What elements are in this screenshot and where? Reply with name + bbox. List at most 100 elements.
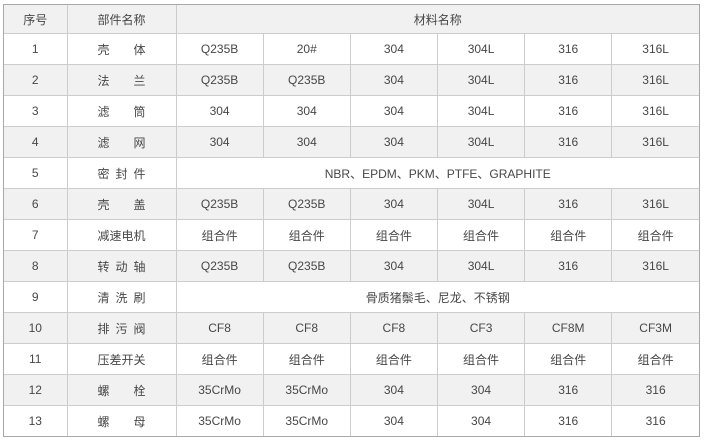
row-number-cell: 13 <box>4 405 68 436</box>
material-cell: 组合件 <box>524 219 613 251</box>
material-span-cell: NBR、EPDM、PKM、PTFE、GRAPHITE <box>175 157 699 189</box>
material-cell: 组合件 <box>349 219 438 251</box>
part-name-cell: 压差开关 <box>66 343 177 375</box>
material-cell: 组合件 <box>262 219 351 251</box>
material-cell: 316L <box>611 250 699 282</box>
part-name-cell: 法兰 <box>66 64 177 96</box>
part-name-cell: 螺母 <box>66 405 177 436</box>
row-number-cell: 9 <box>4 281 68 313</box>
material-cell: 304L <box>436 64 526 96</box>
material-cell: 组合件 <box>436 219 526 251</box>
table-body: 1 壳体 Q235B 20# 304 304L 316 316L 2 法兰 Q235B Q235B 30… <box>4 33 699 436</box>
part-name-text: 压差开关 <box>97 352 146 367</box>
material-cell: CF8M <box>524 312 613 344</box>
material-cell: 316L <box>611 95 699 127</box>
material-cell: 35CrMo <box>175 405 264 436</box>
row-number-cell: 3 <box>4 95 68 127</box>
material-cell: 316L <box>611 33 699 65</box>
material-cell: 304 <box>262 126 351 158</box>
part-name-text: 排污阀 <box>97 321 146 336</box>
material-cell: 316 <box>611 405 699 436</box>
table-row: 8 转动轴 Q235B Q235B 304 304L 316 316L <box>4 250 699 282</box>
material-cell: 316 <box>524 126 613 158</box>
table-row: 6 壳盖 Q235B Q235B 304 304L 316 316L <box>4 188 699 220</box>
row-number-cell: 4 <box>4 126 68 158</box>
material-cell: 304L <box>436 188 526 220</box>
part-name-cell: 转动轴 <box>66 250 177 282</box>
part-name-cell: 螺栓 <box>66 374 177 406</box>
material-cell: CF3M <box>611 312 699 344</box>
material-cell: 20# <box>262 33 351 65</box>
material-cell: 组合件 <box>175 343 264 375</box>
part-name-text: 螺栓 <box>97 383 146 398</box>
material-cell: 316 <box>524 95 613 127</box>
material-cell: 304L <box>436 95 526 127</box>
row-number-cell: 10 <box>4 312 68 344</box>
row-number-cell: 8 <box>4 250 68 282</box>
materials-table: 序号 部件名称 材料名称 1 壳体 Q235B 20# 304 304L 316 316L 2 法… <box>4 5 699 436</box>
row-number-cell: 5 <box>4 157 68 189</box>
material-cell: 316L <box>611 64 699 96</box>
row-number-cell: 12 <box>4 374 68 406</box>
row-number-cell: 2 <box>4 64 68 96</box>
material-cell: 304 <box>175 95 264 127</box>
material-cell: 316 <box>524 250 613 282</box>
material-cell: 组合件 <box>175 219 264 251</box>
part-name-cell: 清洗刷 <box>66 281 177 313</box>
part-name-cell: 排污阀 <box>66 312 177 344</box>
table-row: 11 压差开关 组合件 组合件 组合件 组合件 组合件 组合件 <box>4 343 699 375</box>
material-cell: CF8 <box>262 312 351 344</box>
part-name-text: 滤网 <box>97 135 146 150</box>
material-cell: Q235B <box>175 64 264 96</box>
table-row: 5 密封件 NBR、EPDM、PKM、PTFE、GRAPHITE <box>4 157 699 189</box>
material-cell: CF8 <box>349 312 438 344</box>
table-row: 12 螺栓 35CrMo 35CrMo 304 304 316 316 <box>4 374 699 406</box>
row-number-cell: 11 <box>4 343 68 375</box>
header-serial-number: 序号 <box>4 5 68 34</box>
material-cell: CF8 <box>175 312 264 344</box>
material-cell: 35CrMo <box>262 374 351 406</box>
part-name-cell: 壳盖 <box>66 188 177 220</box>
part-name-text: 壳体 <box>97 42 146 57</box>
part-name-cell: 滤网 <box>66 126 177 158</box>
header-material-name: 材料名称 <box>175 5 699 34</box>
part-name-text: 转动轴 <box>97 259 146 274</box>
row-number-cell: 7 <box>4 219 68 251</box>
material-cell: 316 <box>611 374 699 406</box>
part-name-text: 减速电机 <box>97 228 146 243</box>
material-cell: 304 <box>349 405 438 436</box>
table-row: 2 法兰 Q235B Q235B 304 304L 316 316L <box>4 64 699 96</box>
part-name-text: 密封件 <box>97 166 146 181</box>
material-cell: Q235B <box>262 250 351 282</box>
material-cell: 316 <box>524 64 613 96</box>
material-cell: 304 <box>349 374 438 406</box>
part-name-cell: 密封件 <box>66 157 177 189</box>
material-cell: Q235B <box>175 188 264 220</box>
row-number-cell: 6 <box>4 188 68 220</box>
table-row: 10 排污阀 CF8 CF8 CF8 CF3 CF8M CF3M <box>4 312 699 344</box>
table-row: 13 螺母 35CrMo 35CrMo 304 304 316 316 <box>4 405 699 436</box>
material-cell: 304L <box>436 250 526 282</box>
material-cell: 304 <box>436 374 526 406</box>
material-cell: 组合件 <box>436 343 526 375</box>
material-cell: 316 <box>524 33 613 65</box>
table-row: 3 滤筒 304 304 304 304L 316 316L <box>4 95 699 127</box>
material-cell: 304 <box>175 126 264 158</box>
material-cell: 组合件 <box>611 343 699 375</box>
material-cell: 304 <box>349 126 438 158</box>
material-cell: 316 <box>524 374 613 406</box>
material-cell: 304 <box>349 64 438 96</box>
table-row: 7 减速电机 组合件 组合件 组合件 组合件 组合件 组合件 <box>4 219 699 251</box>
table-row: 9 清洗刷 骨质猪鬃毛、尼龙、不锈钢 <box>4 281 699 313</box>
material-cell: 组合件 <box>262 343 351 375</box>
material-cell: 316 <box>524 405 613 436</box>
material-cell: 304 <box>349 250 438 282</box>
part-name-text: 滤筒 <box>97 104 146 119</box>
material-cell: 304 <box>349 188 438 220</box>
material-cell: 316 <box>524 188 613 220</box>
material-cell: 组合件 <box>524 343 613 375</box>
material-cell: 35CrMo <box>262 405 351 436</box>
material-cell: Q235B <box>175 250 264 282</box>
material-cell: 316L <box>611 188 699 220</box>
material-cell: Q235B <box>175 33 264 65</box>
